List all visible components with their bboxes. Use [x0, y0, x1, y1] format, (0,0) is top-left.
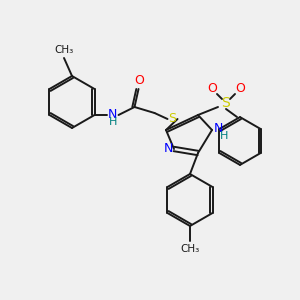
Text: S: S — [169, 112, 176, 125]
Text: N: N — [213, 122, 223, 136]
Text: N: N — [163, 142, 173, 155]
Text: O: O — [135, 74, 145, 88]
Text: O: O — [235, 82, 245, 95]
Text: CH₃: CH₃ — [54, 45, 74, 55]
Text: S: S — [222, 96, 230, 110]
Text: O: O — [207, 82, 217, 95]
Text: H: H — [220, 131, 228, 141]
Text: H: H — [109, 117, 118, 127]
Text: CH₃: CH₃ — [180, 244, 200, 254]
Text: N: N — [108, 107, 117, 121]
